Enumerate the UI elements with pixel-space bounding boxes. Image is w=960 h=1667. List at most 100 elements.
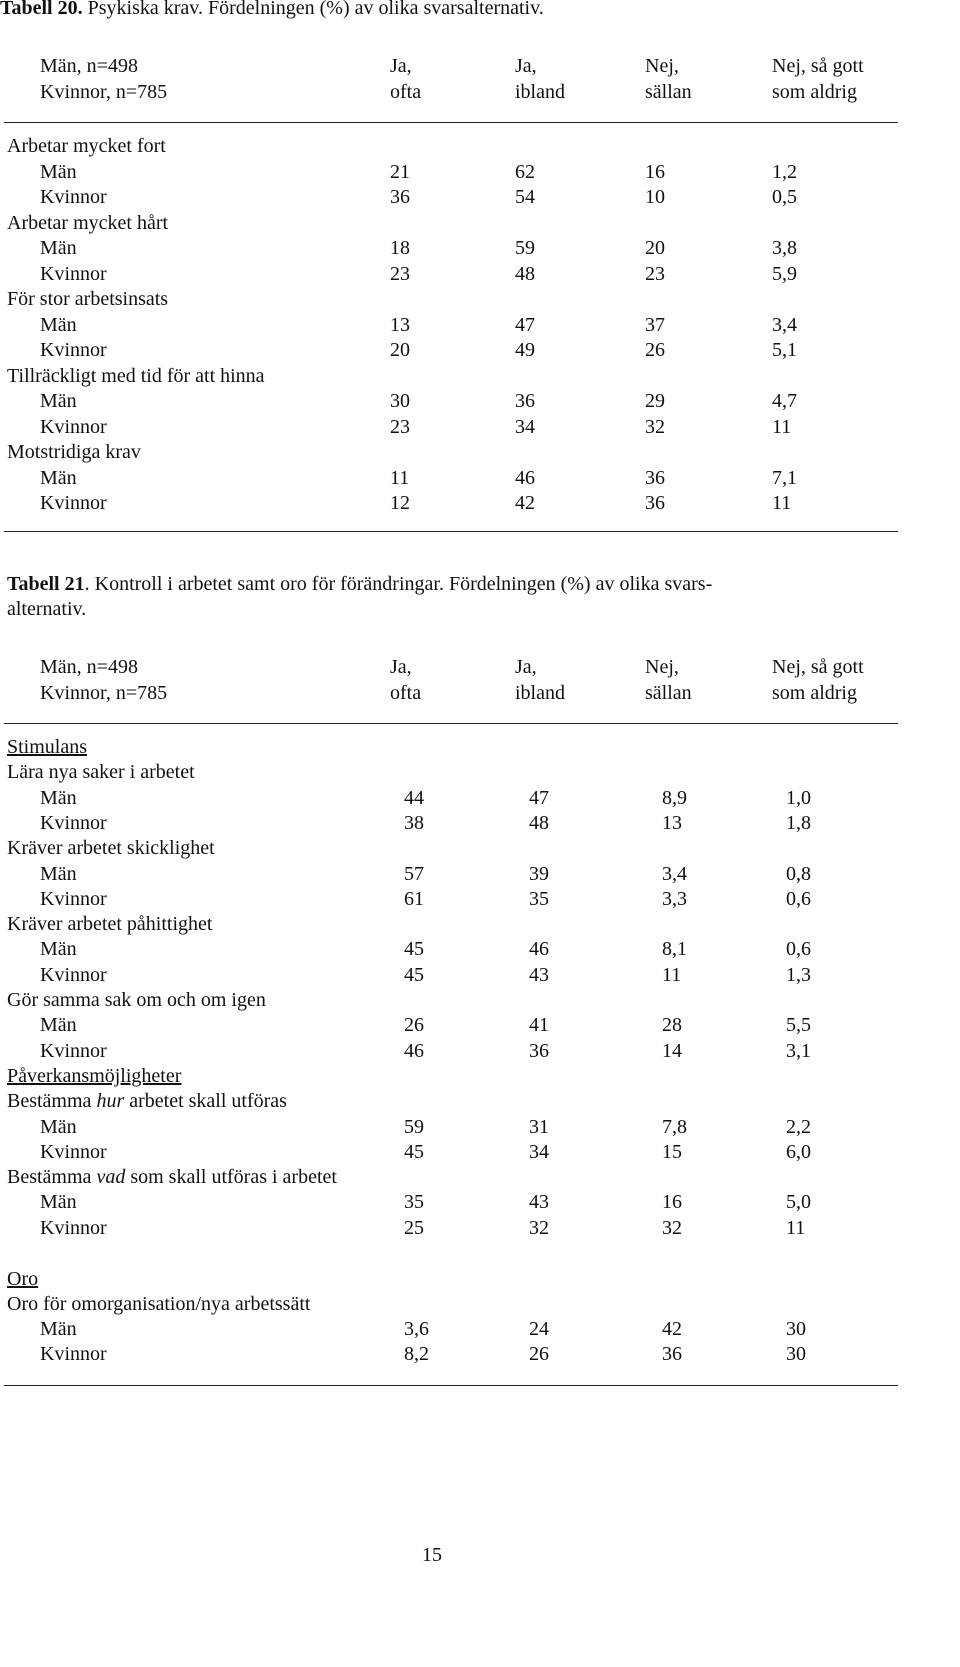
table21-cell: 16: [662, 1191, 682, 1214]
table20-cell: 36: [645, 466, 665, 489]
table21-group-label: Bestämma vad som skall utföras i arbetet: [7, 1165, 337, 1189]
table20-cell: 29: [645, 390, 665, 412]
table21-cell: 39: [529, 862, 549, 885]
table21-cell: 1,8: [786, 811, 811, 834]
table20-cell: 46: [515, 466, 535, 489]
table21-row-label: Kvinnor: [40, 1039, 107, 1062]
table20-group-label: Tillräckligt med tid för att hinna: [7, 364, 265, 387]
table21-cell: 25: [404, 1216, 424, 1239]
table20-row-label: Män: [40, 466, 77, 489]
table21-cell: 7,8: [662, 1115, 687, 1138]
table21-group-label: Kräver arbetet skicklighet: [7, 837, 215, 860]
table21-cell: 2,2: [786, 1115, 811, 1138]
table21-cell: 8,2: [404, 1343, 429, 1366]
table21-col-header-line1: Ja,: [390, 656, 412, 678]
table20-col-header-line2: sällan: [645, 81, 692, 103]
table20-cell: 59: [515, 237, 535, 259]
table20-header-women-n: Kvinnor, n=785: [40, 81, 168, 103]
table21-group-label: Bestämma hur arbetet skall utföras: [7, 1089, 287, 1113]
table20-col-header-line2: som aldrig: [772, 81, 857, 103]
table21-cell: 35: [404, 1191, 424, 1214]
table20-cell: 13: [390, 313, 410, 336]
table21-row-label: Kvinnor: [40, 887, 107, 910]
table21-cell: 34: [529, 1140, 549, 1163]
table20-row-label: Kvinnor: [40, 339, 107, 361]
table21-top-rule: [4, 723, 898, 724]
table21-cell: 1,3: [786, 963, 811, 986]
table20-cell: 54: [515, 186, 535, 208]
table21-cell: 0,6: [786, 887, 811, 910]
table20-cell: 4,7: [772, 390, 797, 412]
table21-cell: 0,8: [786, 862, 811, 885]
table20-caption-number: Tabell 20.: [0, 0, 83, 19]
table20-cell: 26: [645, 339, 665, 361]
table21-cell: 24: [529, 1318, 549, 1341]
table21-section-title: Oro: [7, 1267, 39, 1290]
table20-header-men-n: Män, n=498: [40, 55, 138, 77]
table21-cell: 26: [529, 1343, 549, 1366]
table21-caption-number: Tabell 21: [7, 573, 85, 595]
page-number: 15: [422, 1544, 442, 1566]
table20-cell: 7,1: [772, 466, 797, 489]
table21-cell: 8,1: [662, 938, 687, 961]
table20-col-header-line1: Ja,: [390, 55, 412, 77]
table21-col-header-line1: Nej, så gott: [772, 656, 864, 678]
table21-cell: 32: [529, 1216, 549, 1239]
table21-cell: 5,5: [786, 1014, 811, 1037]
table20-cell: 47: [515, 313, 535, 336]
table20-col-header-line2: ibland: [515, 81, 565, 103]
table20-top-rule: [4, 122, 898, 123]
table20-cell: 30: [390, 390, 410, 412]
table20-cell: 5,9: [772, 262, 797, 285]
table21-cell: 30: [786, 1343, 806, 1366]
table21-cell: 44: [404, 786, 424, 809]
table21-bottom-rule: [4, 1385, 898, 1386]
table21-cell: 38: [404, 811, 424, 834]
table20-cell: 23: [390, 262, 410, 285]
table21-cell: 59: [404, 1115, 424, 1138]
table21-cell: 48: [529, 811, 549, 834]
table20-cell: 49: [515, 339, 535, 361]
table21-section-title: Påverkansmöjligheter: [7, 1064, 182, 1087]
table20-cell: 0,5: [772, 186, 797, 208]
table20-caption-text: Psykiska krav. Fördelningen (%) av olika…: [82, 0, 544, 19]
table20-cell: 32: [645, 415, 665, 438]
table20-bottom-rule: [4, 531, 898, 532]
table20-col-header-line1: Ja,: [515, 55, 537, 77]
table21-group-label: Gör samma sak om och om igen: [7, 989, 266, 1011]
group-label-post: arbetet skall utföras: [124, 1090, 287, 1113]
table21-cell: 47: [529, 786, 549, 809]
table21-cell: 45: [404, 963, 424, 986]
table20-cell: 23: [645, 262, 665, 285]
table20-cell: 48: [515, 262, 535, 285]
table21-row-label: Kvinnor: [40, 811, 107, 834]
table20-row-label: Kvinnor: [40, 262, 107, 285]
table20-row-label: Kvinnor: [40, 186, 107, 208]
table21-group-label: Kräver arbetet påhittighet: [7, 913, 213, 936]
table21-group-label: Lära nya saker i arbetet: [7, 761, 195, 784]
table20-group-label: För stor arbetsinsats: [7, 288, 169, 310]
table20-cell: 36: [390, 186, 410, 208]
table21-header-men-n: Män, n=498: [40, 656, 138, 678]
table21-cell: 1,0: [786, 786, 811, 809]
table20-cell: 11: [390, 466, 410, 489]
table21-col-header-line2: som aldrig: [772, 682, 857, 704]
table21-cell: 45: [404, 938, 424, 961]
table21-cell: 46: [529, 938, 549, 961]
table21-cell: 61: [404, 887, 424, 910]
table20-row-label: Kvinnor: [40, 415, 107, 438]
table21-cell: 32: [662, 1216, 682, 1239]
table21-row-label: Män: [40, 786, 77, 809]
table21-header-women-n: Kvinnor, n=785: [40, 682, 168, 704]
table20-cell: 36: [515, 390, 535, 412]
table21-cell: 6,0: [786, 1140, 811, 1163]
table21-col-header-line2: sällan: [645, 682, 692, 704]
group-label-pre: Bestämma: [7, 1166, 97, 1189]
table20-cell: 16: [645, 160, 665, 183]
table21-row-label: Män: [40, 1115, 77, 1138]
table21-cell: 46: [404, 1039, 424, 1062]
table21-cell: 15: [662, 1140, 682, 1163]
table20-cell: 62: [515, 160, 535, 183]
table21-col-header-line2: ofta: [390, 682, 422, 704]
table20-group-label: Motstridiga krav: [7, 441, 141, 463]
